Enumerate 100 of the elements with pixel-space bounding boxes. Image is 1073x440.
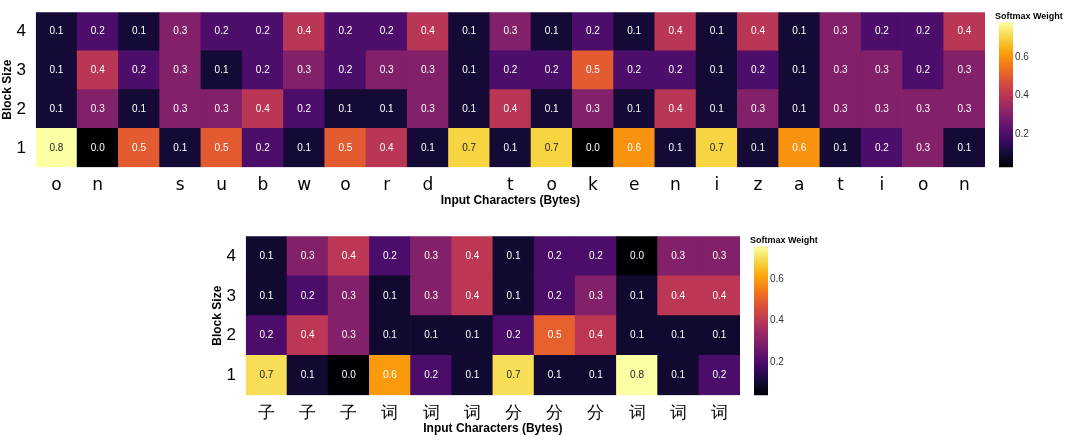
color-bar-label: 0.2 (1015, 128, 1030, 140)
data-label: 0.1 (214, 64, 229, 76)
data-label: 0.2 (383, 249, 398, 261)
data-label: 0.2 (874, 141, 890, 153)
data-label: 0.5 (214, 141, 229, 153)
data-label: 0.3 (424, 289, 439, 301)
data-label: 0.1 (709, 102, 725, 114)
x-tick-label: 词 (381, 401, 399, 422)
data-label: 0.3 (833, 64, 848, 76)
data-label: 0.1 (751, 141, 766, 153)
y-tick-label: 1 (16, 137, 26, 157)
data-label: 0.4 (588, 329, 604, 341)
x-tick-label: 子 (299, 401, 317, 422)
data-label: 0.3 (90, 102, 106, 114)
data-label: 0.2 (588, 249, 604, 261)
data-label: 0.6 (627, 141, 642, 153)
data-label: 0.4 (465, 289, 480, 301)
y-tick-label: 2 (16, 98, 26, 118)
x-tick-label: o (546, 173, 557, 194)
data-label: 0.1 (668, 141, 683, 153)
data-label: 0.0 (341, 369, 357, 381)
data-label: 0.6 (792, 141, 807, 153)
data-label: 0.1 (379, 102, 395, 114)
data-label: 0.1 (627, 25, 642, 37)
x-tick-label: z (753, 173, 763, 194)
data-label: 0.1 (506, 289, 521, 301)
data-label: 0.1 (833, 141, 848, 153)
data-label: 0.1 (792, 64, 807, 76)
data-label: 0.1 (424, 329, 439, 341)
data-label: 0.2 (214, 25, 229, 37)
data-label: 0.3 (916, 102, 931, 114)
data-label: 0.1 (709, 64, 725, 76)
data-label: 0.0 (630, 249, 645, 261)
data-label: 0.3 (173, 64, 188, 76)
data-label: 0.2 (627, 64, 642, 76)
data-label: 0.1 (709, 25, 725, 37)
data-label: 0.2 (547, 249, 563, 261)
data-label: 0.2 (916, 25, 931, 37)
color-bar-label: 0.6 (770, 273, 785, 285)
color-bar-title: Softmax Weight (750, 235, 818, 246)
data-label: 0.4 (668, 102, 683, 114)
x-tick-label: 分 (587, 401, 605, 422)
data-label: 0.1 (462, 25, 477, 37)
data-label: 0.1 (506, 249, 521, 261)
x-tick-label: i (879, 173, 885, 194)
data-label: 0.1 (465, 329, 480, 341)
x-tick-label: 分 (505, 401, 523, 422)
data-label: 0.1 (173, 141, 188, 153)
data-label: 0.2 (90, 25, 106, 37)
x-tick-label: i (714, 173, 720, 194)
data-label: 0.4 (668, 25, 683, 37)
x-tick-label: n (670, 173, 681, 194)
data-label: 0.2 (547, 289, 563, 301)
data-label: 0.3 (214, 102, 229, 114)
data-label: 0.2 (916, 64, 931, 76)
data-label: 0.2 (132, 64, 147, 76)
data-label: 0.3 (833, 25, 848, 37)
data-label: 0.1 (49, 25, 64, 37)
y-tick-label: 3 (226, 285, 236, 305)
data-label: 0.3 (712, 249, 727, 261)
data-label: 0.1 (627, 102, 642, 114)
data-label: 0.3 (957, 64, 972, 76)
color-bar-label: 0.4 (1015, 89, 1030, 101)
x-tick-label: o (340, 173, 351, 194)
data-label: 0.2 (544, 64, 560, 76)
x-axis-title: Input Characters (Bytes) (423, 421, 563, 436)
data-label: 0.1 (712, 329, 727, 341)
x-tick-label: u (216, 173, 227, 194)
data-label: 0.3 (916, 141, 931, 153)
data-label: 0.8 (630, 369, 645, 381)
data-label: 0.3 (297, 64, 312, 76)
data-label: 0.3 (379, 64, 395, 76)
data-label: 0.5 (338, 141, 353, 153)
y-tick-label: 4 (226, 245, 236, 265)
x-tick-label: n (958, 173, 970, 194)
data-label: 0.3 (424, 249, 439, 261)
color-bar-label: 0.6 (1015, 50, 1030, 62)
y-tick-label: 4 (16, 21, 26, 41)
data-label: 0.1 (259, 249, 274, 261)
x-tick-label: 词 (710, 401, 728, 422)
x-tick-label: t (507, 173, 515, 194)
data-label: 0.2 (668, 64, 683, 76)
data-label: 0.3 (420, 102, 436, 114)
data-label: 0.4 (341, 249, 357, 261)
x-tick-label: k (588, 173, 599, 194)
data-label: 0.4 (751, 25, 766, 37)
data-label: 0.3 (671, 249, 686, 261)
data-label: 0.4 (420, 25, 436, 37)
y-tick-label: 3 (16, 60, 26, 80)
color-bar-label: 0.4 (770, 314, 785, 326)
color-bar-title: Softmax Weight (995, 11, 1063, 22)
data-label: 0.3 (751, 102, 766, 114)
data-label: 0.3 (586, 102, 601, 114)
data-label: 0.5 (132, 141, 147, 153)
data-label: 0.1 (383, 329, 398, 341)
data-label: 0.3 (173, 102, 188, 114)
data-label: 0.7 (544, 141, 560, 153)
data-label: 0.7 (506, 369, 521, 381)
data-label: 0.2 (503, 64, 518, 76)
data-label: 0.0 (90, 141, 106, 153)
